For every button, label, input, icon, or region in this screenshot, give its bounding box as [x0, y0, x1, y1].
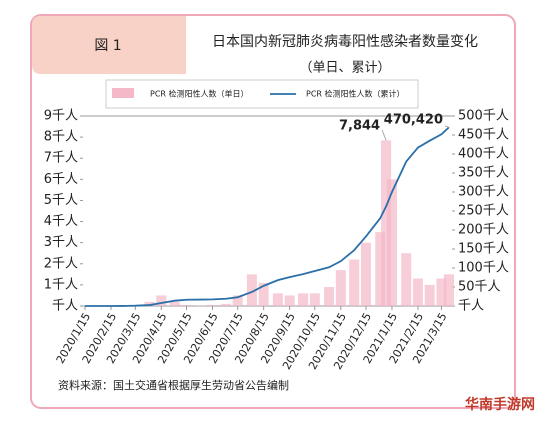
- leader-line: [444, 125, 450, 128]
- y2-tick-label: 100千人: [458, 261, 509, 276]
- y2-tick-label: 千人: [458, 299, 484, 314]
- bar: [232, 295, 243, 306]
- y2-tick-label: 300千人: [458, 185, 509, 200]
- y2-tick-label: 150千人: [458, 242, 509, 257]
- bar: [246, 274, 257, 306]
- bar: [195, 305, 206, 306]
- legend-label: PCR 检测阳性人数（单日）: [150, 89, 249, 99]
- y-tick-label: 7千人: [44, 151, 78, 166]
- chart-title: 日本国内新冠肺炎病毒阳性感染者数量变化: [212, 33, 478, 50]
- bar: [375, 232, 386, 306]
- bar: [436, 278, 447, 306]
- bar: [156, 295, 167, 306]
- y2-tick-label: 450千人: [458, 128, 509, 143]
- bar: [412, 278, 423, 306]
- y-tick-label: 2千人: [44, 256, 78, 271]
- y2-tick-label: 500千人: [458, 109, 509, 124]
- y2-tick-label: 50千人: [458, 280, 501, 295]
- figure-label: 図 1: [94, 38, 121, 54]
- bar: [386, 179, 397, 306]
- bar: [424, 284, 435, 306]
- y-tick-label: 6千人: [44, 172, 78, 187]
- bar: [181, 304, 192, 306]
- bar: [144, 301, 155, 306]
- bar: [335, 270, 346, 306]
- bar: [360, 242, 371, 306]
- y2-tick-label: 200千人: [458, 223, 509, 238]
- bar: [381, 140, 392, 306]
- source-note: 资料来源：国土交通省根据厚生劳动省公告编制: [58, 378, 289, 392]
- y2-tick-label: 350千人: [458, 166, 509, 181]
- bar: [324, 287, 335, 306]
- bar: [258, 282, 269, 306]
- y-tick-label: 5千人: [44, 193, 78, 208]
- y-tick-label: 8千人: [44, 130, 78, 145]
- bar: [444, 274, 454, 306]
- card: [30, 14, 516, 409]
- y-tick-label: 9千人: [44, 109, 78, 124]
- bar: [169, 301, 180, 306]
- chart-subtitle: （单日、累计）: [299, 61, 390, 76]
- bar: [207, 304, 218, 306]
- leader-line: [381, 129, 387, 141]
- bar: [298, 293, 309, 306]
- line: [85, 126, 450, 307]
- bar: [349, 259, 360, 306]
- bar: [401, 253, 412, 306]
- y-tick-label: 4千人: [44, 214, 78, 229]
- legend: [105, 79, 419, 109]
- y-tick-label: 千人: [52, 299, 78, 314]
- bar: [284, 295, 295, 306]
- y2-tick-label: 400千人: [458, 147, 509, 162]
- y2-tick-label: 250千人: [458, 204, 509, 219]
- watermark: 华南手游网: [465, 396, 535, 413]
- data-label: 7,844: [339, 119, 380, 134]
- legend-label: PCR 检测阳性人数（累计）: [306, 89, 405, 99]
- bar: [309, 293, 320, 306]
- bar: [220, 303, 231, 306]
- bar: [272, 293, 283, 306]
- data-label: 470,420: [384, 113, 443, 128]
- legend-swatch: [112, 88, 134, 98]
- y-tick-label: 3千人: [44, 235, 78, 250]
- figure-label-box: [32, 16, 186, 74]
- y-tick-label: 1千人: [44, 277, 78, 292]
